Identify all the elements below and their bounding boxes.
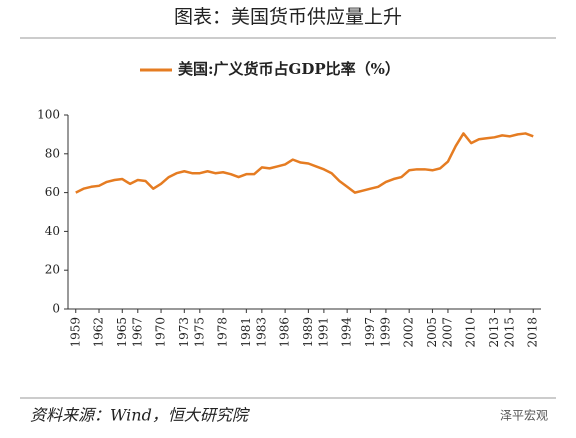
y-tick-label: 60 [45, 185, 60, 199]
x-tick-label: 1975 [192, 317, 206, 348]
chart-title: 图表：美国货币供应量上升 [174, 6, 402, 28]
x-tick-label: 1986 [278, 317, 292, 348]
x-tick-label: 2013 [487, 317, 501, 348]
x-tick-label: 2010 [464, 317, 478, 348]
x-tick-label: 1989 [301, 317, 315, 348]
x-tick-label: 1997 [363, 317, 377, 348]
watermark: 泽平宏观 [500, 408, 548, 423]
data-line [75, 132, 534, 194]
x-tick-label: 1981 [239, 317, 253, 348]
x-tick-label: 1959 [68, 317, 82, 348]
x-tick-label: 2005 [425, 317, 439, 348]
x-tick-label: 1999 [378, 317, 392, 348]
x-tick-label: 1983 [254, 317, 268, 348]
y-tick-label: 100 [37, 108, 60, 122]
y-tick-label: 80 [45, 146, 60, 160]
x-tick-label: 1965 [115, 317, 129, 348]
x-tick-label: 1994 [340, 317, 354, 348]
source: 资料来源：Wind，恒大研究院 [30, 406, 251, 425]
y-tick-label: 40 [45, 224, 60, 238]
x-tick-label: 1967 [130, 317, 144, 348]
x-tick-label: 1991 [316, 317, 330, 348]
y-tick-label: 0 [52, 302, 60, 316]
x-tick-label: 1970 [154, 317, 168, 348]
x-tick-label: 1962 [92, 317, 106, 348]
x-tick-label: 1978 [216, 317, 230, 348]
legend-label: 美国:广义货币占GDP比率（%） [178, 60, 400, 78]
y-tick-label: 20 [45, 263, 60, 277]
x-tick-label: 2007 [440, 317, 454, 348]
x-tick-label: 1973 [177, 317, 191, 348]
x-tick-label: 2018 [526, 317, 540, 348]
x-tick-label: 2015 [502, 317, 516, 348]
x-tick-label: 2002 [402, 317, 416, 348]
